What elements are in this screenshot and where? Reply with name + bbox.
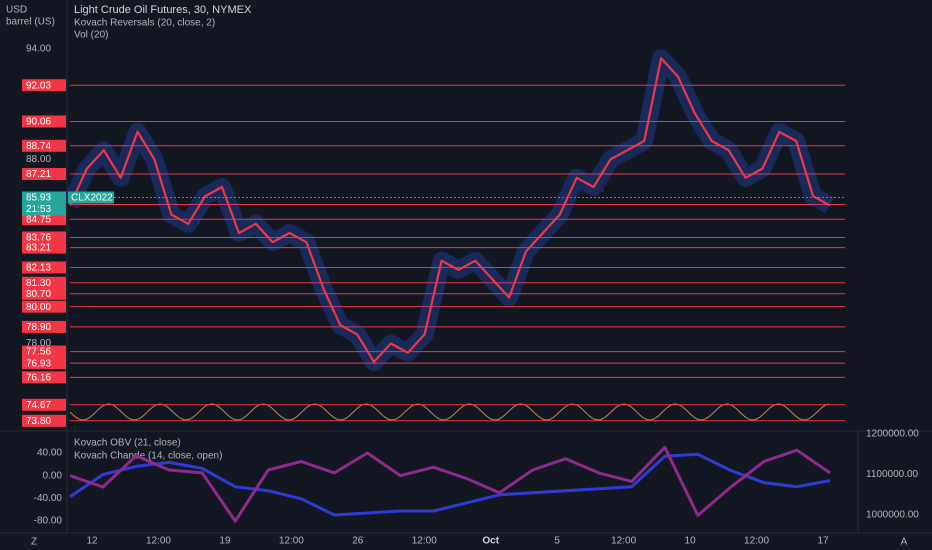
- x-tick-label: 12:00: [611, 536, 636, 547]
- chart-title: Light Crude Oil Futures, 30, NYMEX: [74, 4, 252, 16]
- axis-label: USD: [6, 5, 27, 16]
- level-label-box: [22, 371, 66, 384]
- indicator-line: [69, 445, 831, 523]
- level-label: 81.30: [26, 278, 51, 289]
- level-label: 80.70: [26, 289, 51, 300]
- reversal-line: [69, 57, 831, 363]
- y2-tick-label: 1200000.00: [866, 429, 919, 440]
- y-tick-label: 94.00: [26, 44, 51, 55]
- level-label: 83.76: [26, 233, 51, 244]
- legend-line: Vol (20): [74, 30, 108, 41]
- level-label: 77.56: [26, 347, 51, 358]
- level-label: 78.90: [26, 322, 51, 333]
- y-tick-label: -40.00: [34, 493, 63, 504]
- level-label-box: [22, 213, 66, 226]
- level-label-box: [22, 287, 66, 300]
- symbol-box: [68, 191, 114, 204]
- level-label-box: [22, 300, 66, 313]
- corner-button[interactable]: Z: [31, 537, 37, 548]
- level-label: 88.74: [26, 141, 51, 152]
- legend-entry: Kovach Chande (14, close, open): [74, 451, 222, 462]
- x-tick-label: 12: [86, 536, 98, 547]
- level-label-box: [22, 79, 66, 92]
- symbol-label: CLX2022: [71, 193, 113, 204]
- level-label-box: [22, 167, 66, 180]
- volume-wave: [69, 403, 830, 421]
- x-tick-label: 12:00: [279, 536, 304, 547]
- indicator-line: [69, 452, 831, 517]
- y-tick-label: 88.00: [26, 154, 51, 165]
- x-tick-label: 19: [219, 536, 231, 547]
- level-label: 80.00: [26, 302, 51, 313]
- level-label: 73.80: [26, 416, 51, 427]
- level-label: 90.06: [26, 117, 51, 128]
- level-label-box: [22, 261, 66, 274]
- level-label: 76.16: [26, 372, 51, 383]
- level-label: 82.13: [26, 263, 51, 274]
- level-label-box: [22, 357, 66, 370]
- level-label-box: [22, 115, 66, 128]
- level-label: 74.67: [26, 400, 51, 411]
- level-label-box: [22, 345, 66, 358]
- y-tick-label: -80.00: [34, 516, 63, 527]
- countdown: 21:53: [26, 204, 51, 215]
- level-label-box: [22, 139, 66, 152]
- y2-tick-label: 1000000.00: [866, 510, 919, 521]
- level-label: 84.75: [26, 214, 51, 225]
- last-price-label: 85.93: [26, 193, 51, 204]
- x-tick-label: 10: [685, 536, 697, 547]
- level-label-box: [22, 241, 66, 254]
- level-label: 92.03: [26, 80, 51, 91]
- level-label-box: [22, 276, 66, 289]
- y2-tick-label: 1100000.00: [866, 469, 919, 480]
- level-label: 87.21: [26, 169, 51, 180]
- level-label: 76.93: [26, 358, 51, 369]
- y-tick-label: 40.00: [37, 448, 62, 459]
- x-tick-label: 12:00: [412, 536, 437, 547]
- level-label-box: [22, 414, 66, 427]
- x-tick-label: 26: [352, 536, 364, 547]
- last-price-box: [22, 191, 66, 216]
- level-label-box: [22, 320, 66, 333]
- corner-button[interactable]: A: [901, 537, 908, 548]
- y-tick-label: 0.00: [43, 470, 63, 481]
- axis-sublabel: barrel (US): [6, 17, 55, 28]
- x-tick-label: 17: [817, 536, 829, 547]
- x-tick-label: Oct: [482, 536, 499, 547]
- level-label-box: [22, 398, 66, 411]
- level-label-box: [22, 231, 66, 244]
- y-tick-label: 78.00: [26, 338, 51, 349]
- x-tick-label: 12:00: [744, 536, 769, 547]
- legend-entry: Kovach OBV (21, close): [74, 438, 181, 449]
- level-label: 83.21: [26, 243, 51, 254]
- legend-line: Kovach Reversals (20, close, 2): [74, 18, 215, 29]
- x-tick-label: 12:00: [146, 536, 171, 547]
- x-tick-label: 5: [554, 536, 560, 547]
